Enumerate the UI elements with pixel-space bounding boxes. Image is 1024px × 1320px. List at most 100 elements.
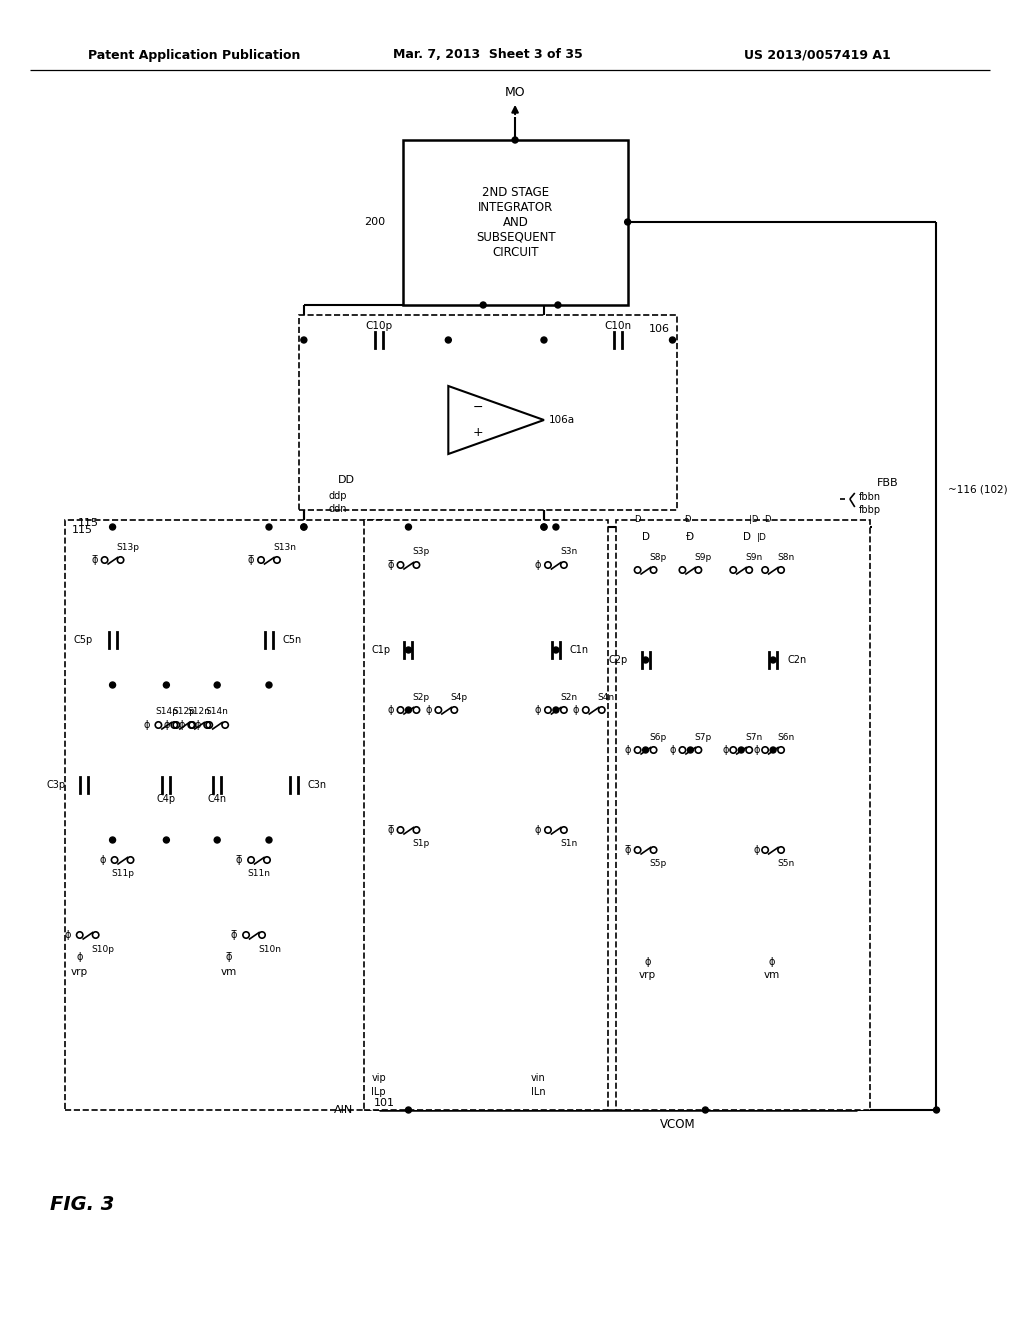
Text: 106: 106 [649,323,670,334]
Text: ϕ: ϕ [535,560,542,570]
Text: C10n: C10n [604,321,631,331]
Text: fbbn: fbbn [859,492,881,502]
Text: S13n: S13n [273,543,296,552]
Text: S2p: S2p [413,693,430,701]
Circle shape [553,647,559,653]
Text: ϕ: ϕ [425,705,432,715]
Text: −: − [473,400,483,413]
Text: S11n: S11n [248,870,270,879]
Circle shape [738,747,744,752]
Text: S11p: S11p [111,870,134,879]
Text: S10n: S10n [258,945,281,953]
Text: Patent Application Publication: Patent Application Publication [88,49,300,62]
Text: MO: MO [505,86,525,99]
Text: C5p: C5p [74,635,92,645]
Text: S2n: S2n [560,693,578,701]
Bar [65,520,384,1110]
Text: ILp: ILp [372,1086,386,1097]
Text: S1p: S1p [413,840,430,849]
Circle shape [625,219,631,224]
Text: ϕ: ϕ [722,744,728,755]
Text: C4p: C4p [157,795,176,804]
Text: +: + [473,426,483,440]
Bar [615,520,869,1110]
Circle shape [553,524,559,531]
Text: D: D [743,532,752,543]
Text: S4p: S4p [451,693,467,701]
Text: Mar. 7, 2013  Sheet 3 of 35: Mar. 7, 2013 Sheet 3 of 35 [393,49,583,62]
Text: S4n: S4n [598,693,614,701]
Text: ϕ: ϕ [77,952,83,962]
Text: AIN: AIN [334,1105,353,1115]
Text: ϕ̅: ϕ̅ [91,554,98,565]
Text: C5n: C5n [283,635,302,645]
Text: FIG. 3: FIG. 3 [49,1196,114,1214]
Text: S8p: S8p [649,553,667,561]
Text: S3n: S3n [560,548,578,557]
Circle shape [406,1107,412,1113]
Circle shape [266,524,272,531]
Text: ϕ: ϕ [572,705,580,715]
Text: ddp: ddp [329,491,347,502]
Circle shape [110,837,116,843]
Circle shape [541,524,547,531]
Circle shape [770,657,776,663]
Text: ϕ: ϕ [535,825,542,836]
Text: vrp: vrp [639,970,656,979]
Circle shape [555,302,561,308]
Text: D: D [642,532,649,543]
Circle shape [214,837,220,843]
Text: ϕ: ϕ [194,719,201,730]
Text: S5n: S5n [777,859,795,869]
Text: C1p: C1p [372,645,390,655]
Circle shape [553,708,559,713]
Circle shape [702,1107,709,1113]
Text: ϕ: ϕ [65,931,71,940]
Circle shape [406,524,412,531]
Text: S8n: S8n [777,553,795,561]
Text: Đ: Đ [685,516,691,524]
Text: ϕ: ϕ [99,855,105,865]
Text: S14p: S14p [155,708,178,717]
Text: ~116 (102): ~116 (102) [948,484,1008,495]
Text: VCOM: VCOM [659,1118,695,1131]
Text: DD: DD [338,475,355,484]
Bar [364,520,607,1110]
Text: ddn: ddn [329,504,347,513]
Text: US 2013/0057419 A1: US 2013/0057419 A1 [743,49,890,62]
Text: ϕ̅: ϕ̅ [226,952,232,962]
Text: C2p: C2p [608,655,628,665]
Circle shape [110,682,116,688]
Text: S1n: S1n [560,840,578,849]
Circle shape [406,708,412,713]
Text: S7p: S7p [694,733,712,742]
Circle shape [301,337,307,343]
Circle shape [164,682,169,688]
Text: 106a: 106a [549,414,575,425]
Text: Đ: Đ [686,532,694,543]
Text: 115: 115 [78,517,98,528]
Text: S3p: S3p [413,548,430,557]
Text: S14n: S14n [206,708,228,717]
Text: vin: vin [530,1073,546,1082]
Text: D: D [634,516,641,524]
Text: S9n: S9n [745,553,763,561]
Circle shape [110,524,116,531]
Text: vm: vm [221,968,238,977]
Text: ϕ: ϕ [178,719,184,730]
Text: ϕ: ϕ [769,957,775,968]
Text: C3n: C3n [308,780,327,789]
Text: ϕ: ϕ [163,719,170,730]
Text: ϕ: ϕ [625,744,631,755]
Text: vm: vm [764,970,780,979]
Text: ϕ̅: ϕ̅ [236,855,243,865]
Text: vip: vip [372,1073,386,1082]
Circle shape [643,747,648,752]
Bar [403,140,628,305]
Text: 200: 200 [365,216,386,227]
Text: S5p: S5p [649,859,667,869]
Text: |D: |D [757,532,767,541]
Text: fbbp: fbbp [859,506,881,515]
Text: C3p: C3p [47,780,66,789]
Text: C4n: C4n [208,795,226,804]
